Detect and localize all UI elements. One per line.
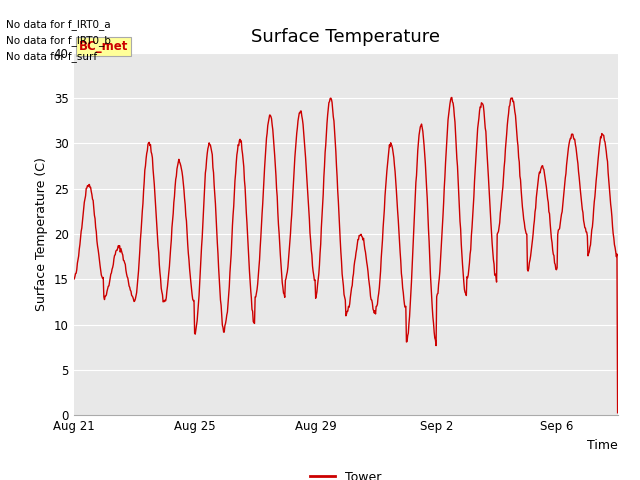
Legend: Tower: Tower (305, 466, 387, 480)
Text: No data for f_surf: No data for f_surf (6, 51, 97, 62)
Text: BC_met: BC_met (79, 40, 129, 53)
Text: No data for f_IRT0_b: No data for f_IRT0_b (6, 35, 111, 46)
Title: Surface Temperature: Surface Temperature (251, 28, 440, 46)
Text: No data for f_IRT0_a: No data for f_IRT0_a (6, 19, 111, 30)
Y-axis label: Surface Temperature (C): Surface Temperature (C) (35, 157, 48, 311)
Text: Time: Time (587, 439, 618, 452)
